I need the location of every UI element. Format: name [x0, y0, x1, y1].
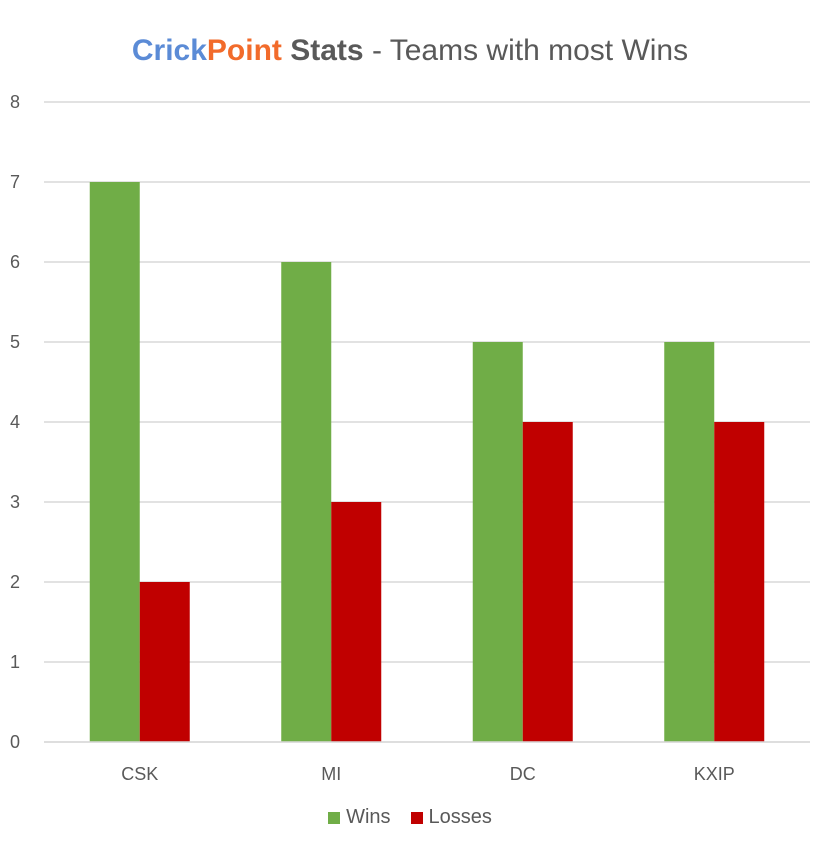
- title-brand-point: Point: [206, 34, 282, 67]
- chart-title: CrickPoint Stats - Teams with most Wins: [0, 34, 820, 68]
- y-tick-label: 7: [10, 172, 20, 192]
- x-tick-label: DC: [510, 764, 536, 784]
- title-brand-crick: Crick: [131, 34, 207, 67]
- bar-wins-kxip: [664, 342, 715, 742]
- y-tick-label: 1: [10, 652, 20, 672]
- y-tick-label: 6: [10, 252, 20, 272]
- bar-losses-csk: [139, 582, 190, 742]
- legend-label: Wins: [346, 806, 391, 828]
- y-tick-label: 3: [10, 492, 20, 512]
- x-tick-label: KXIP: [694, 764, 735, 784]
- x-tick-label: CSK: [121, 764, 158, 784]
- bar-wins-csk: [89, 182, 140, 742]
- legend-label: Losses: [428, 806, 492, 828]
- legend-item-wins: Wins: [328, 806, 391, 829]
- legend-swatch: [410, 811, 423, 824]
- y-tick-label: 4: [10, 412, 20, 432]
- x-tick-label: MI: [321, 764, 341, 784]
- legend-item-losses: Losses: [410, 806, 492, 829]
- y-tick-label: 0: [10, 732, 20, 752]
- bar-losses-mi: [331, 502, 382, 742]
- bar-wins-mi: [281, 262, 332, 742]
- y-tick-label: 5: [10, 332, 20, 352]
- y-tick-label: 2: [10, 572, 20, 592]
- title-stats-word: Stats: [290, 34, 364, 67]
- legend-swatch: [328, 811, 341, 824]
- bar-losses-kxip: [714, 422, 765, 742]
- y-tick-label: 8: [10, 92, 20, 112]
- chart-legend: Wins Losses: [0, 806, 820, 829]
- bar-wins-dc: [472, 342, 523, 742]
- bar-chart-plot: 0 1 2 3 4 5 6 7 8 CSK MI DC KXIP: [10, 92, 810, 784]
- bar-losses-dc: [522, 422, 573, 742]
- title-rest: - Teams with most Wins: [363, 34, 689, 67]
